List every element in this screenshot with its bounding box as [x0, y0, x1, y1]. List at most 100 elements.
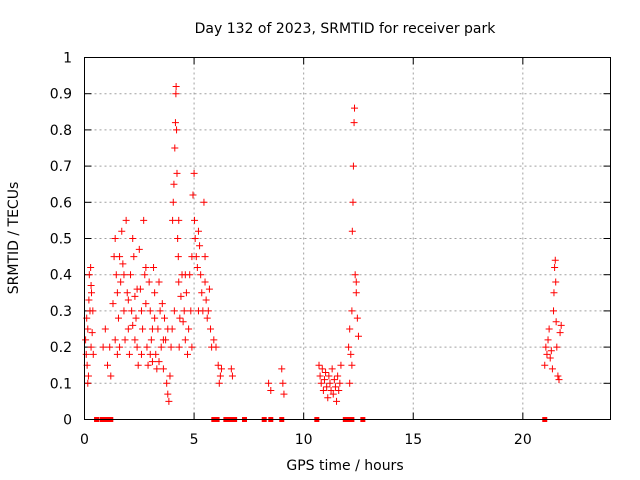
data-point	[155, 358, 163, 366]
data-point	[204, 307, 212, 315]
data-point	[205, 285, 213, 293]
data-point	[173, 126, 181, 134]
data-point	[550, 289, 558, 297]
data-point	[113, 289, 121, 297]
data-point	[166, 372, 174, 380]
data-point	[174, 235, 182, 242]
y-tick-labels: 0 0.1 0.2 0.3 0.4 0.5 0.6 0.7 0.8 0.9 1	[50, 51, 72, 429]
data-point	[198, 289, 206, 297]
data-point	[107, 372, 115, 380]
data-point	[330, 376, 338, 384]
data-point	[142, 263, 150, 271]
data-point	[319, 387, 327, 395]
data-point	[156, 307, 164, 315]
data-point	[85, 296, 93, 304]
data-point	[141, 271, 149, 279]
data-point	[175, 216, 183, 224]
data-point	[82, 350, 90, 358]
data-point	[128, 307, 136, 315]
data-point	[129, 235, 137, 242]
data-point	[194, 307, 202, 315]
data-point	[228, 372, 236, 380]
grid-lines	[84, 57, 611, 420]
data-point	[116, 343, 124, 351]
data-point	[182, 289, 190, 297]
data-point	[541, 361, 549, 369]
y-tick-label: 1	[63, 51, 72, 67]
data-point	[349, 162, 357, 170]
data-point	[191, 235, 199, 242]
data-point	[143, 343, 151, 351]
data-point	[184, 350, 192, 358]
data-point	[164, 390, 172, 398]
x-tick-label: 15	[404, 432, 422, 448]
data-point	[552, 318, 560, 326]
data-point	[169, 198, 177, 206]
data-point	[216, 372, 224, 380]
data-point	[193, 263, 201, 271]
data-point	[318, 365, 326, 373]
data-point	[135, 245, 143, 253]
data-point	[337, 361, 345, 369]
data-point	[201, 278, 209, 286]
data-point	[124, 325, 132, 333]
data-point	[333, 397, 341, 405]
data-point	[354, 332, 362, 340]
data-point	[140, 216, 148, 224]
y-tick-label: 0.2	[50, 340, 72, 356]
data-point	[352, 289, 360, 297]
data-point	[352, 278, 360, 286]
data-point	[131, 336, 139, 344]
data-point	[188, 343, 196, 351]
data-point	[545, 325, 553, 333]
data-point	[557, 321, 565, 329]
data-point	[174, 253, 182, 261]
data-point	[329, 390, 337, 398]
data-point	[203, 314, 211, 322]
data-point	[127, 271, 135, 279]
data-point	[104, 361, 112, 369]
data-point	[99, 343, 107, 351]
data-point	[335, 387, 343, 395]
x-axis-title: GPS time / hours	[286, 458, 403, 474]
data-point	[173, 169, 181, 177]
data-point	[315, 361, 323, 369]
data-point	[336, 379, 344, 387]
data-point	[172, 90, 180, 98]
data-point	[323, 383, 331, 391]
data-point	[327, 387, 335, 395]
data-point	[278, 365, 286, 373]
data-point	[191, 216, 199, 224]
data-point	[348, 361, 356, 369]
data-point	[546, 354, 554, 362]
data-point	[84, 325, 92, 333]
data-point	[88, 289, 96, 297]
data-point	[547, 347, 555, 355]
data-point	[169, 216, 177, 224]
data-point	[265, 379, 273, 387]
x-tick-label: 0	[80, 432, 89, 448]
axis-ticks	[84, 57, 611, 420]
data-point	[267, 387, 275, 395]
data-point	[159, 336, 167, 344]
data-point	[185, 325, 193, 333]
data-point	[181, 271, 189, 279]
data-point	[153, 365, 161, 373]
data-point	[146, 350, 154, 358]
data-point	[89, 350, 97, 358]
data-point	[349, 198, 357, 206]
y-tick-label: 0.5	[50, 232, 72, 248]
data-point	[351, 271, 359, 279]
data-point	[550, 307, 558, 315]
data-point	[89, 307, 97, 315]
y-tick-label: 0.3	[50, 304, 72, 320]
data-point	[84, 372, 92, 380]
data-point	[556, 329, 564, 337]
data-point	[316, 372, 324, 380]
data-point	[187, 307, 195, 315]
x-tick-label: 20	[514, 432, 532, 448]
data-point	[147, 336, 155, 344]
data-point	[328, 365, 336, 373]
data-point	[163, 379, 171, 387]
chart-title: Day 132 of 2023, SRMTID for receiver par…	[195, 21, 497, 37]
